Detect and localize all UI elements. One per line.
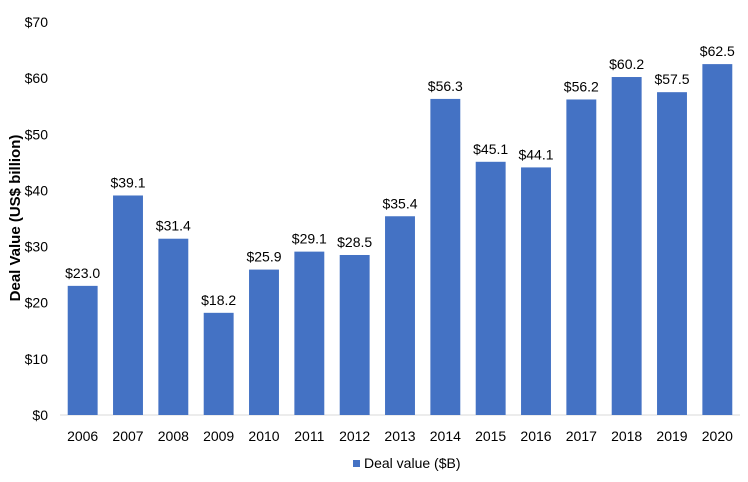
x-tick-label: 2016 <box>520 428 551 444</box>
bar <box>249 269 279 415</box>
data-label: $25.9 <box>246 249 281 265</box>
bar <box>385 216 415 415</box>
legend-label: Deal value ($B) <box>364 455 461 471</box>
x-tick-label: 2013 <box>384 428 415 444</box>
bars-group <box>67 64 733 416</box>
x-tick-label: 2020 <box>702 428 733 444</box>
y-axis-ticks: $0 $10 $20 $30 $40 $50 $60 $70 <box>25 14 49 423</box>
bar <box>611 77 642 416</box>
y-tick-label: $70 <box>25 14 49 30</box>
data-label: $23.0 <box>65 265 100 281</box>
x-tick-label: 2010 <box>248 428 279 444</box>
x-axis-ticks: 2006 2007 2008 2009 2010 2011 2012 2013 2014 2015… <box>67 428 733 444</box>
bar <box>158 238 189 415</box>
bar <box>203 312 234 415</box>
x-tick-label: 2006 <box>67 428 98 444</box>
x-tick-label: 2017 <box>566 428 597 444</box>
x-tick-label: 2018 <box>611 428 642 444</box>
data-label: $45.1 <box>473 141 508 157</box>
data-label: $56.2 <box>564 78 599 94</box>
y-tick-label: $10 <box>25 351 49 367</box>
y-tick-label: $50 <box>25 126 49 142</box>
data-label: $57.5 <box>654 71 689 87</box>
x-tick-label: 2019 <box>656 428 687 444</box>
data-label: $35.4 <box>382 195 417 211</box>
bar <box>702 64 733 415</box>
y-axis-title: Deal Value (US$ billion) <box>7 135 24 302</box>
x-tick-label: 2015 <box>475 428 506 444</box>
data-label: $39.1 <box>110 174 145 190</box>
x-tick-label: 2009 <box>203 428 234 444</box>
y-tick-label: $0 <box>32 407 48 423</box>
data-labels-group: $23.0 $39.1 $31.4 $18.2 $25.9 $29.1 $28.5 $35.4… <box>65 43 735 308</box>
y-tick-label: $40 <box>25 182 49 198</box>
bar <box>566 99 597 415</box>
legend: Deal value ($B) <box>353 455 461 471</box>
x-tick-label: 2012 <box>339 428 370 444</box>
bar <box>430 98 461 415</box>
data-label: $56.3 <box>428 78 463 94</box>
bar <box>521 167 551 415</box>
data-label: $31.4 <box>156 218 191 234</box>
bar <box>339 254 370 415</box>
data-label: $29.1 <box>292 231 327 247</box>
bar <box>113 195 143 415</box>
bar <box>67 285 98 415</box>
y-tick-label: $30 <box>25 239 49 255</box>
bar <box>657 92 687 415</box>
data-label: $44.1 <box>518 146 553 162</box>
data-label: $18.2 <box>201 292 236 308</box>
legend-swatch <box>353 460 360 467</box>
data-label: $28.5 <box>337 234 372 250</box>
y-tick-label: $60 <box>25 70 49 86</box>
data-label: $60.2 <box>609 56 644 72</box>
x-tick-label: 2011 <box>294 428 324 444</box>
data-label: $62.5 <box>700 43 735 59</box>
x-tick-label: 2007 <box>112 428 143 444</box>
x-tick-label: 2014 <box>430 428 461 444</box>
x-tick-label: 2008 <box>158 428 189 444</box>
bar <box>294 251 325 415</box>
y-tick-label: $20 <box>25 295 49 311</box>
bar <box>475 161 506 415</box>
